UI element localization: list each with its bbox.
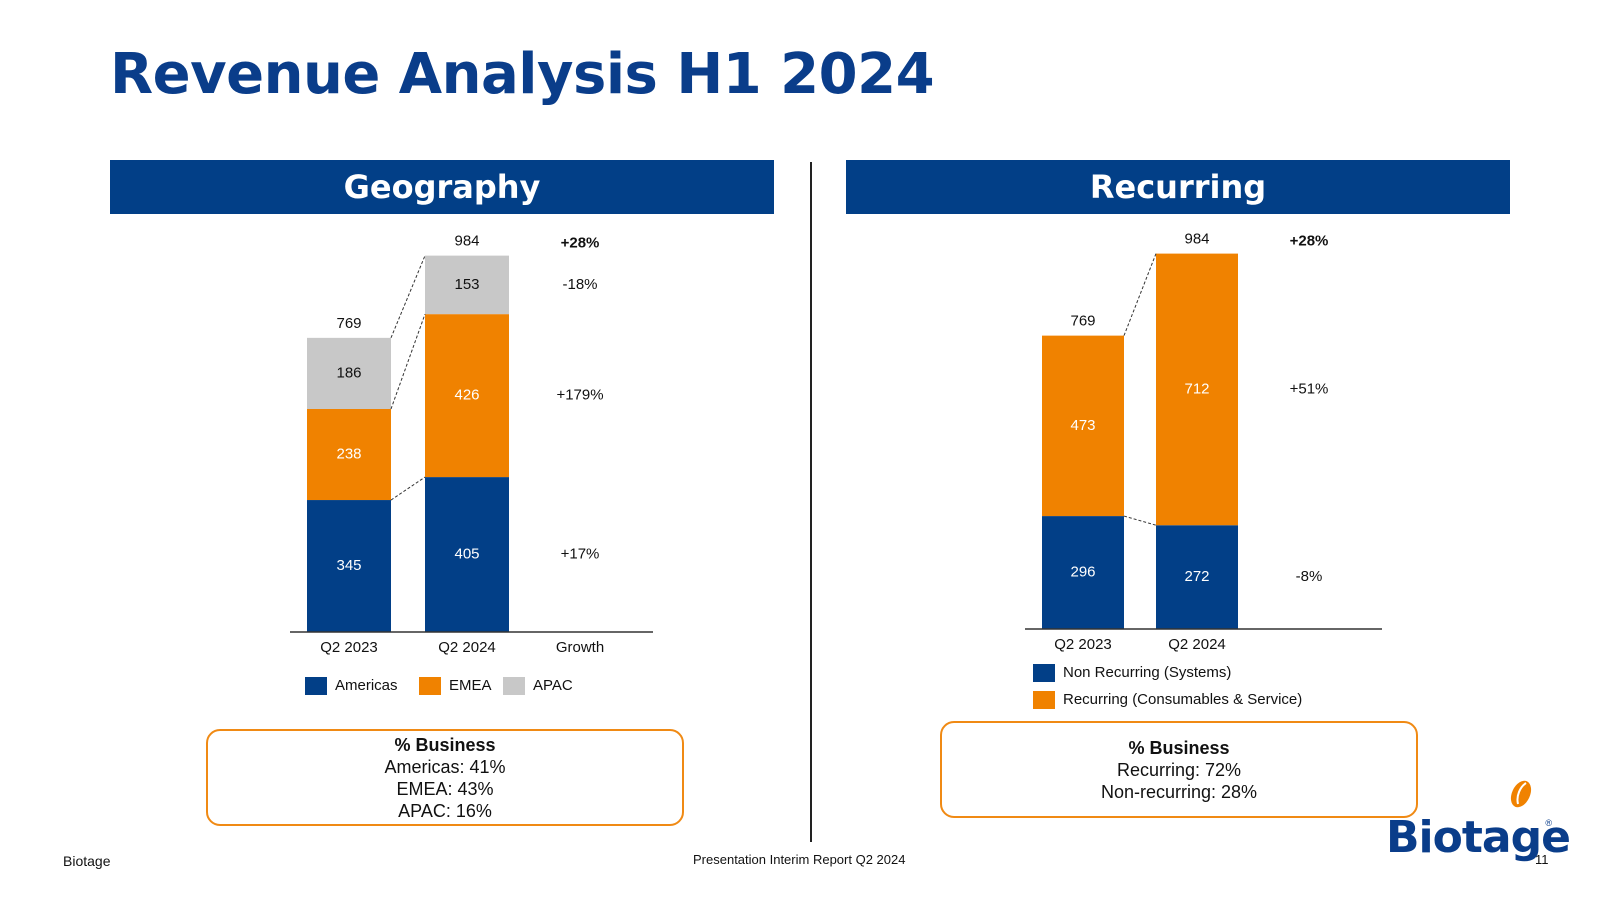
growth-label: -8%: [1296, 568, 1323, 585]
total-growth-label: +28%: [1290, 233, 1329, 250]
geography-summary-line: APAC: 16%: [398, 800, 492, 821]
legend-swatch: [305, 677, 327, 695]
logo-leaf-icon: [1510, 780, 1532, 808]
total-growth-label: +28%: [561, 235, 600, 252]
geography-summary-line: EMEA: 43%: [396, 778, 494, 799]
growth-label: +179%: [556, 387, 603, 404]
data-label: 296: [1070, 564, 1095, 581]
growth-label: -18%: [562, 276, 597, 293]
panel-divider: [810, 162, 812, 842]
data-label: 272: [1184, 568, 1209, 585]
connector-line: [390, 476, 426, 501]
growth-label: +17%: [561, 546, 600, 563]
geography-summary-line: Americas: 41%: [384, 756, 506, 777]
page-title: Revenue Analysis H1 2024: [110, 42, 935, 107]
recurring-summary-line: Recurring: 72%: [1116, 759, 1242, 780]
data-label: 473: [1070, 417, 1095, 434]
bar-segment-apac: [307, 337, 391, 410]
total-label: 984: [454, 233, 479, 250]
data-label: 712: [1184, 380, 1209, 397]
data-label: 238: [336, 445, 361, 462]
footer-report-title: Presentation Interim Report Q2 2024: [693, 852, 906, 867]
recurring-summary-line: Non-recurring: 28%: [1100, 781, 1258, 802]
connector-line: [390, 313, 426, 410]
bar-segment-recurring-consumables-service-: [1156, 253, 1238, 526]
category-label: Q2 2024: [438, 639, 496, 656]
biotage-logo: Biotage ®: [1386, 778, 1571, 870]
connector-line: [1123, 253, 1157, 336]
data-label: 405: [454, 546, 479, 563]
growth-label: +51%: [1290, 380, 1329, 397]
bar-segment-emea: [307, 409, 391, 501]
bar-segment-recurring-consumables-service-: [1042, 335, 1124, 517]
bar-segment-non-recurring-systems-: [1156, 525, 1238, 629]
bar-segment-non-recurring-systems-: [1042, 516, 1124, 629]
legend-swatch: [1033, 691, 1055, 709]
data-label: 186: [336, 364, 361, 381]
data-label: 153: [454, 276, 479, 293]
recurring-summary-box: % Business Recurring: 72% Non-recurring:…: [940, 721, 1418, 818]
category-label: Q2 2023: [320, 639, 378, 656]
legend-label: EMEA: [449, 677, 492, 694]
legend-label: Recurring (Consumables & Service): [1063, 691, 1302, 708]
total-label: 769: [1070, 313, 1095, 330]
legend-swatch: [419, 677, 441, 695]
bar-segment-americas: [307, 500, 391, 632]
geography-summary-box: % Business Americas: 41% EMEA: 43% APAC:…: [206, 729, 684, 826]
legend-label: Americas: [335, 677, 398, 694]
logo-registered-mark: ®: [1545, 818, 1552, 828]
legend-swatch: [1033, 664, 1055, 682]
legend-swatch: [503, 677, 525, 695]
logo-text: Biotage: [1386, 812, 1571, 863]
footer-page-number: 11: [1535, 852, 1549, 867]
bar-segment-emea: [425, 314, 509, 478]
connector-line: [390, 255, 426, 339]
total-label: 984: [1184, 231, 1209, 248]
geography-header: Geography: [110, 160, 774, 214]
legend-label: APAC: [533, 677, 573, 694]
bar-segment-apac: [425, 255, 509, 315]
data-label: 426: [454, 387, 479, 404]
recurring-header: Recurring: [846, 160, 1510, 214]
connector-line: [1123, 515, 1157, 526]
data-label: 345: [336, 557, 361, 574]
category-label: Q2 2024: [1168, 636, 1226, 653]
total-label: 769: [336, 315, 361, 332]
growth-column-label: Growth: [556, 639, 604, 656]
legend-label: Non Recurring (Systems): [1063, 664, 1231, 681]
category-label: Q2 2023: [1054, 636, 1112, 653]
footer-company: Biotage: [63, 853, 111, 869]
bar-segment-americas: [425, 477, 509, 632]
recurring-summary-title: % Business: [1128, 737, 1230, 758]
geography-summary-title: % Business: [394, 734, 496, 755]
